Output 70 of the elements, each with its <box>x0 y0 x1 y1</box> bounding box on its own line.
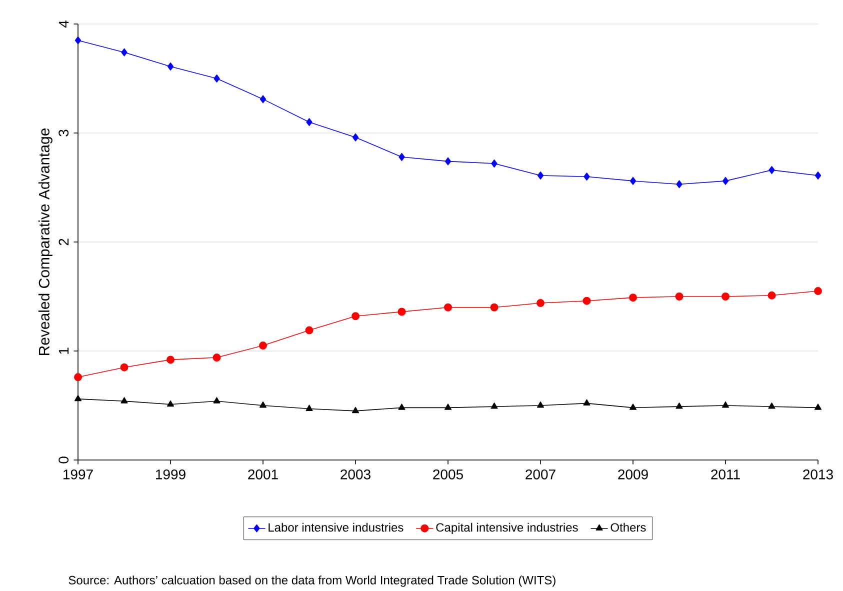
point <box>74 36 82 44</box>
point <box>167 62 174 71</box>
x-tick-label: 2011 <box>711 469 740 480</box>
x-tick-label: 1999 <box>156 469 186 480</box>
y-axis-title: Revealed Comparative Advantage <box>38 128 52 355</box>
point <box>166 356 175 364</box>
point <box>74 394 82 402</box>
y-tick-label: 3 <box>58 130 69 136</box>
point <box>74 373 82 382</box>
y-tick-label: 1 <box>58 348 69 354</box>
x-tick-label: 2009 <box>618 469 648 480</box>
y-tick-label: 2 <box>58 238 69 246</box>
legend-label: Others <box>610 522 646 532</box>
point <box>768 291 776 300</box>
point <box>352 312 360 320</box>
point <box>306 118 312 126</box>
y-tick-label: 0 <box>58 456 69 464</box>
point <box>214 74 220 82</box>
point <box>768 402 776 409</box>
point <box>490 402 498 409</box>
point <box>536 401 544 408</box>
point <box>305 326 314 334</box>
point <box>675 292 684 300</box>
point <box>768 166 775 174</box>
point <box>260 95 266 104</box>
point <box>120 363 128 372</box>
x-tick-label: 2005 <box>433 469 463 480</box>
point <box>166 400 174 407</box>
point <box>629 294 638 302</box>
point <box>676 402 683 409</box>
point <box>212 354 221 362</box>
point <box>491 160 498 168</box>
point <box>722 292 730 300</box>
point <box>444 303 452 312</box>
point <box>722 401 730 408</box>
point <box>213 397 220 404</box>
point <box>259 401 267 408</box>
y-tick-label: 4 <box>58 20 69 28</box>
x-tick-label: 2007 <box>526 469 556 480</box>
point <box>582 296 591 305</box>
point <box>121 48 128 56</box>
point <box>814 404 822 410</box>
point <box>306 404 313 411</box>
point <box>722 176 729 185</box>
point <box>584 172 590 181</box>
point <box>814 287 822 296</box>
point <box>814 172 822 180</box>
point <box>490 303 498 312</box>
point <box>630 176 636 185</box>
legend-label: Capital intensive industries <box>436 522 578 534</box>
point <box>398 152 405 161</box>
x-tick-label: 2013 <box>803 469 833 480</box>
point <box>536 299 545 308</box>
point <box>120 397 128 404</box>
point <box>629 404 637 410</box>
point <box>444 404 452 410</box>
point <box>259 342 268 350</box>
legend-label: Labor intensive industries <box>268 522 404 532</box>
x-tick-label: 1997 <box>64 469 93 480</box>
source-note: Source: Authors’ calcuation based on the data from World Integrated Trade Solution (WITS) <box>68 576 556 587</box>
point <box>398 308 406 316</box>
point <box>352 133 359 142</box>
point <box>352 406 360 414</box>
point <box>537 172 544 180</box>
x-tick-label: 2001 <box>248 469 278 480</box>
point <box>444 157 452 166</box>
x-tick-label: 2003 <box>340 469 370 480</box>
point <box>676 180 682 188</box>
point <box>583 399 590 406</box>
point <box>398 404 406 410</box>
